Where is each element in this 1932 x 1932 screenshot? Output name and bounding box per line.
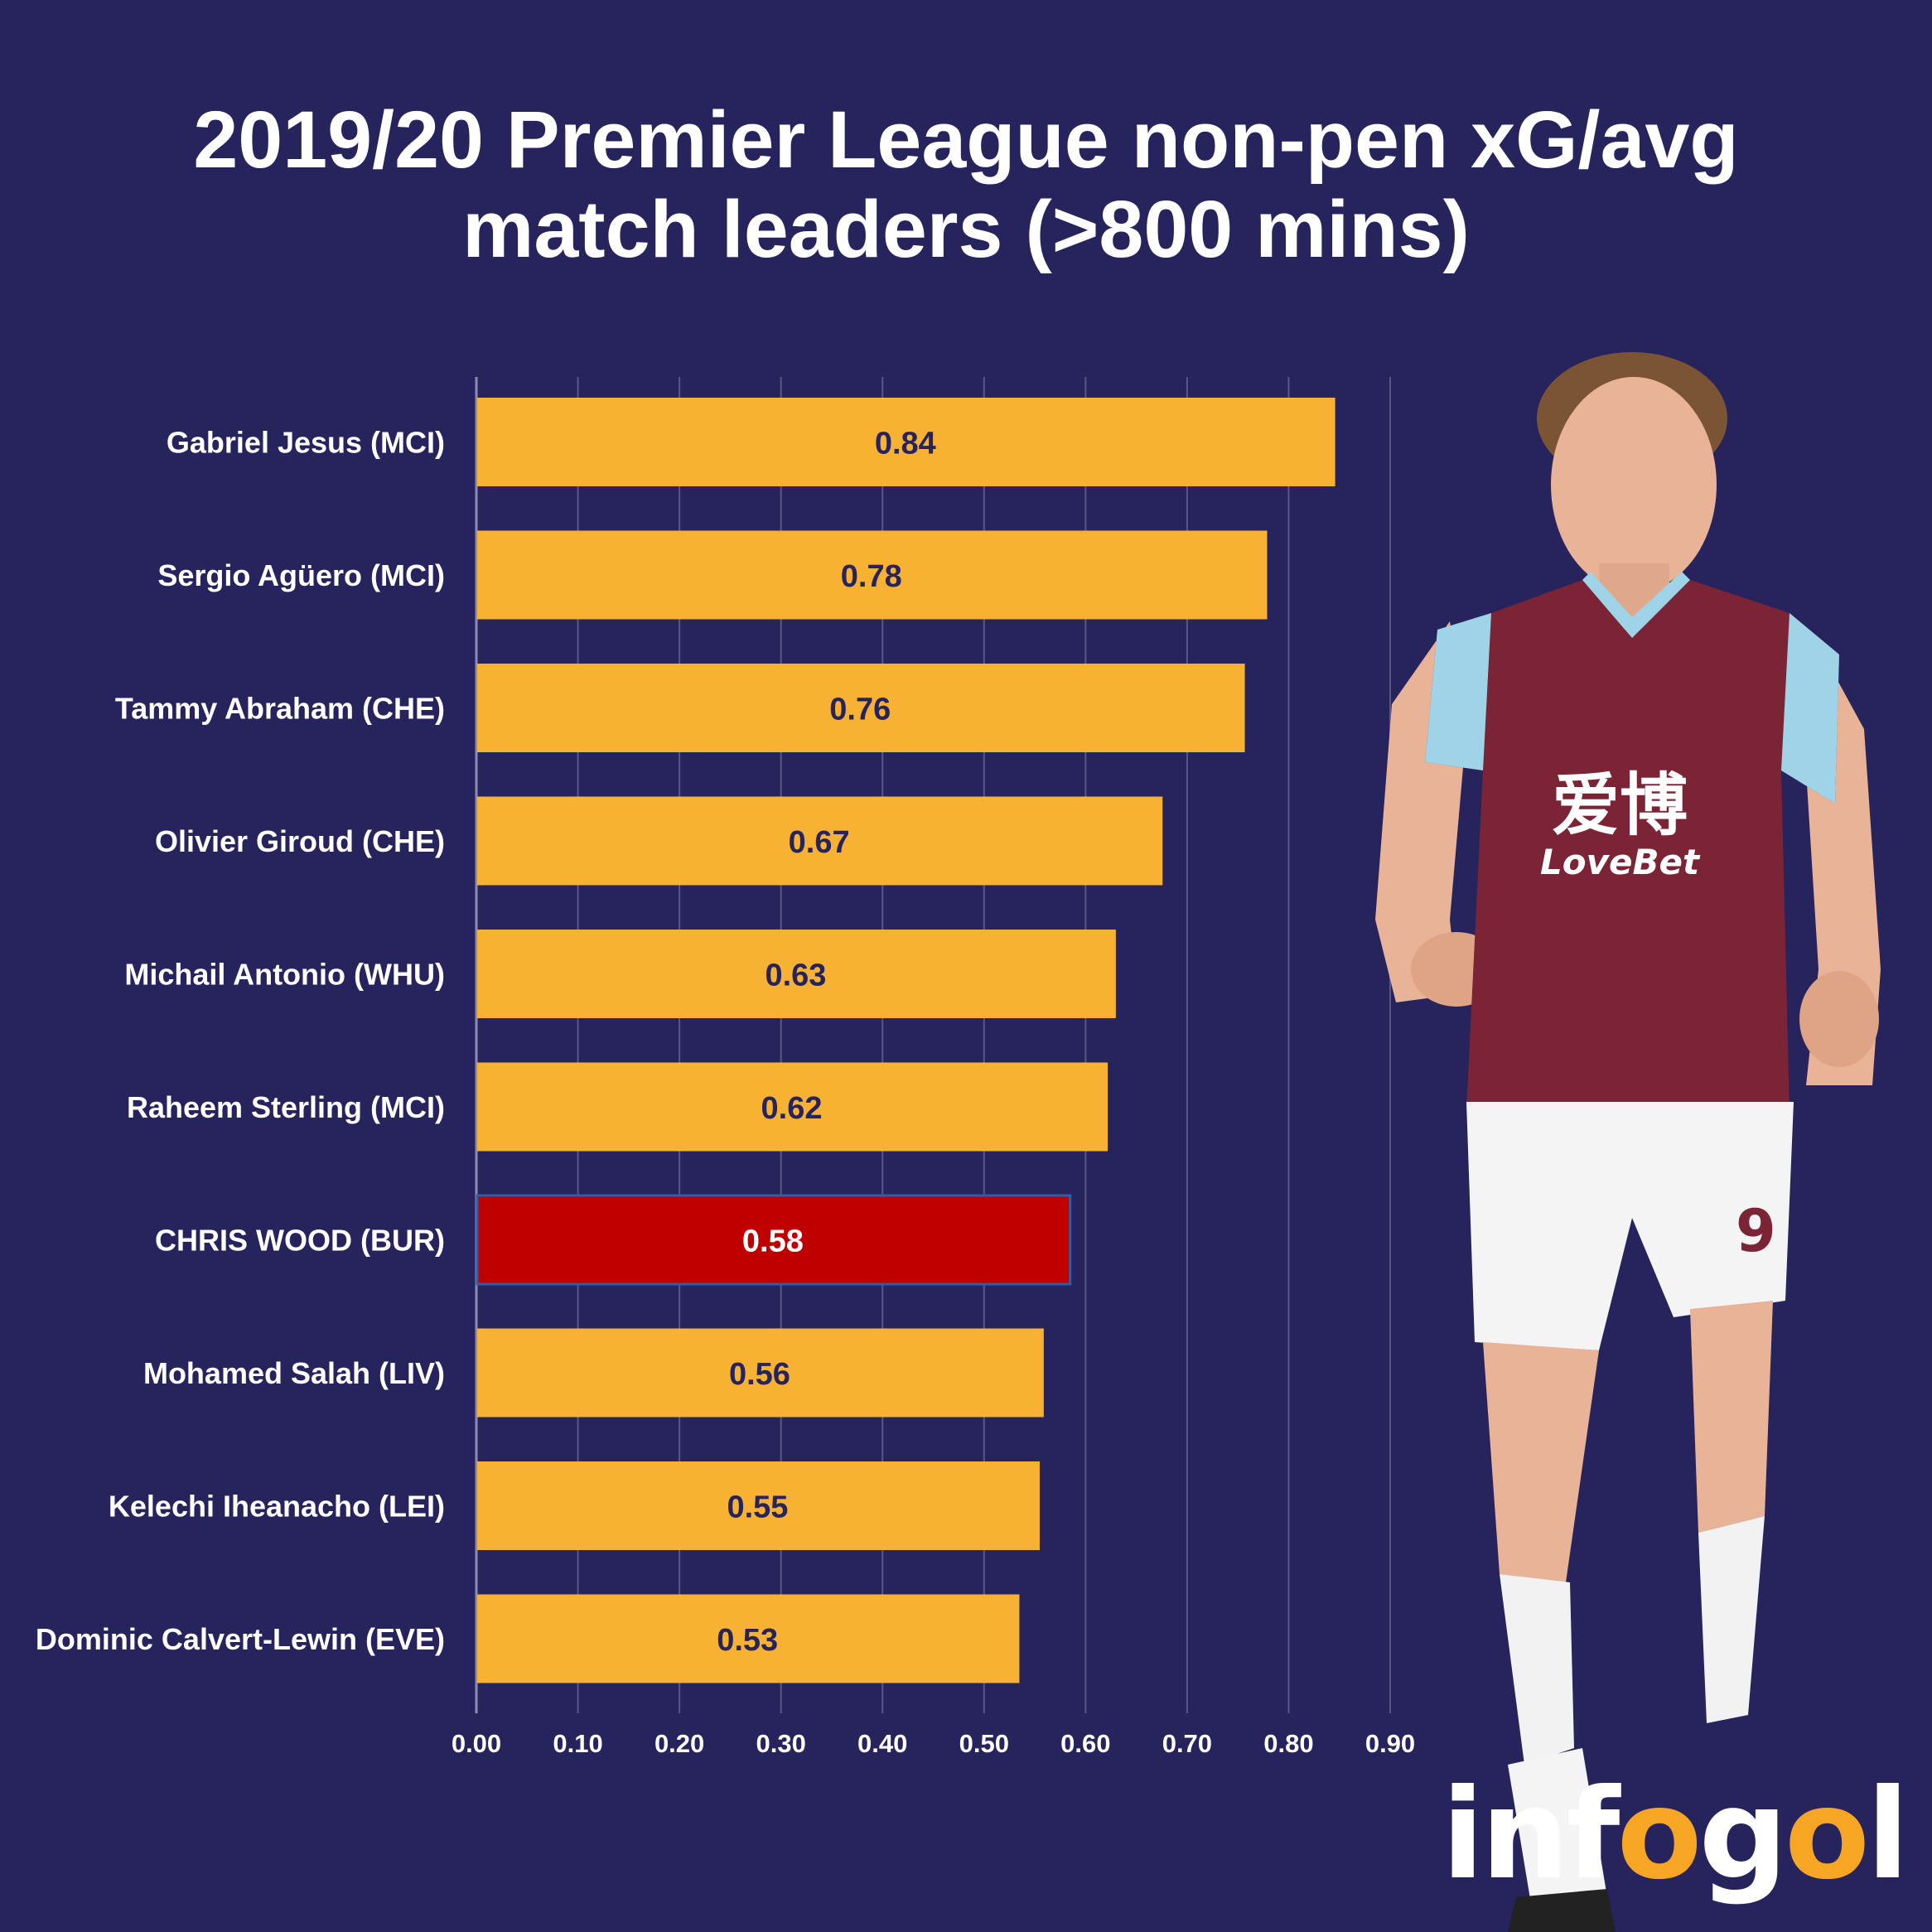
- x-tick-label: 0.30: [756, 1729, 805, 1758]
- bar: [477, 1461, 1040, 1550]
- bar-value-label: 0.58: [742, 1224, 804, 1259]
- bar-value-label: 0.84: [875, 427, 936, 461]
- x-tick-label: 0.10: [553, 1729, 602, 1758]
- bar-value-label: 0.78: [841, 559, 902, 594]
- category-label: Raheem Sterling (MCI): [127, 1090, 445, 1124]
- infogol-logo: infogol: [1442, 1763, 1909, 1907]
- chart-title-line1: 2019/20 Premier League non-pen xG/avg: [193, 94, 1739, 185]
- bar-value-label: 0.63: [765, 959, 826, 993]
- chart-title-line2: match leaders (>800 mins): [462, 184, 1470, 274]
- x-tick-label: 0.00: [452, 1729, 501, 1758]
- category-label: Olivier Giroud (CHE): [155, 824, 445, 858]
- bar-value-label: 0.62: [761, 1091, 823, 1126]
- x-tick-label: 0.20: [654, 1729, 704, 1758]
- category-label: Dominic Calvert-Lewin (EVE): [36, 1622, 445, 1656]
- bar: [477, 1594, 1020, 1683]
- bar-value-label: 0.67: [789, 825, 850, 860]
- bar-value-label: 0.53: [717, 1623, 778, 1658]
- x-tick-label: 0.90: [1365, 1729, 1415, 1758]
- bar-value-label: 0.56: [729, 1357, 790, 1392]
- shorts-number: 9: [1736, 1197, 1776, 1265]
- category-label: Mohamed Salah (LIV): [143, 1356, 445, 1390]
- bar-value-label: 0.76: [829, 693, 891, 727]
- category-label: Kelechi Iheanacho (LEI): [109, 1490, 445, 1524]
- x-tick-label: 0.80: [1263, 1729, 1313, 1758]
- x-tick-label: 0.50: [959, 1729, 1009, 1758]
- bar: [477, 796, 1163, 886]
- category-label: Sergio Agüero (MCI): [157, 558, 445, 592]
- category-label: CHRIS WOOD (BUR): [155, 1224, 445, 1258]
- bar-value-label: 0.55: [727, 1490, 788, 1525]
- chart-title: 2019/20 Premier League non-pen xG/avg ma…: [0, 95, 1932, 274]
- bar: [477, 664, 1245, 752]
- bar: [477, 1062, 1108, 1152]
- category-label: Michail Antonio (WHU): [124, 958, 445, 992]
- bar: [477, 1328, 1044, 1418]
- bar: [477, 930, 1116, 1018]
- shirt-chinese-text: 爱博: [1552, 766, 1688, 845]
- bar: [477, 530, 1268, 620]
- bar: [477, 398, 1335, 486]
- player-photo: 爱博 LoveBet 9: [1375, 352, 1881, 1932]
- x-tick-label: 0.60: [1060, 1729, 1110, 1758]
- category-label: Gabriel Jesus (MCI): [167, 426, 445, 460]
- bar: [476, 1194, 1072, 1286]
- category-label: Tammy Abraham (CHE): [115, 692, 445, 726]
- x-tick-label: 0.40: [857, 1729, 907, 1758]
- shirt-sponsor-text: LoveBet: [1540, 842, 1701, 882]
- x-tick-label: 0.70: [1162, 1729, 1212, 1758]
